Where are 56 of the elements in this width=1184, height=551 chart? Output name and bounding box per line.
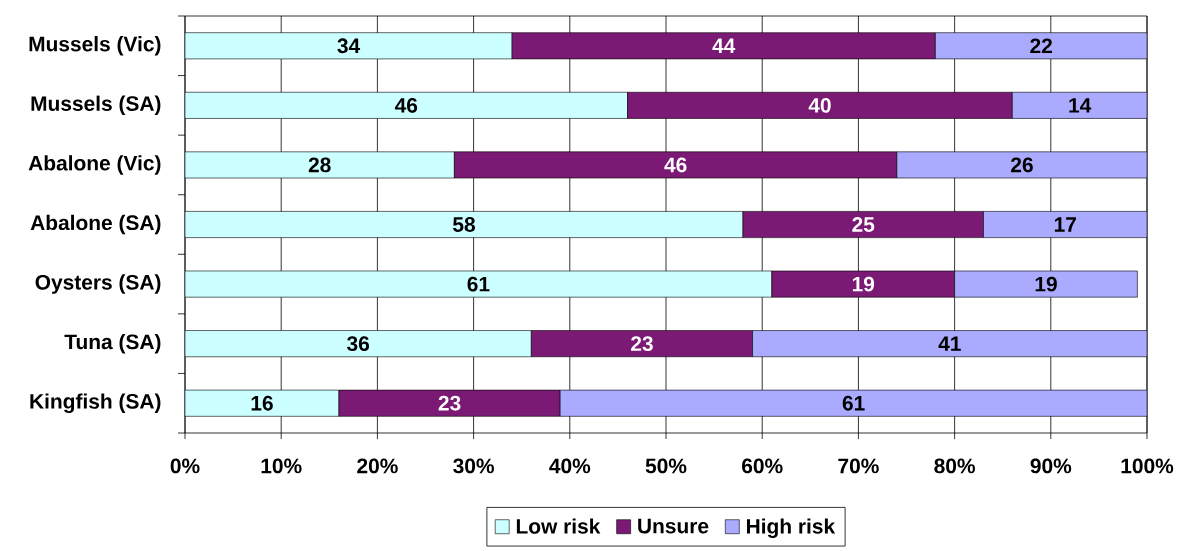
bar xyxy=(983,211,1148,238)
bar xyxy=(185,151,455,179)
bar xyxy=(1012,91,1148,119)
y-tick-label: Kingfish (SA) xyxy=(30,393,161,414)
legend-label: Unsure xyxy=(638,518,709,534)
y-tick-label: Mussels (SA) xyxy=(31,95,161,116)
x-tick-label: 0% xyxy=(170,458,200,474)
data-label: 25 xyxy=(852,217,875,232)
x-tick-label: 50% xyxy=(645,458,687,474)
data-label: 46 xyxy=(394,97,418,113)
data-label: 14 xyxy=(1069,98,1092,113)
x-tick-label: 40% xyxy=(549,458,591,474)
x-tick-label: 20% xyxy=(357,458,398,474)
data-label: 61 xyxy=(842,395,865,411)
data-label: 23 xyxy=(631,336,653,352)
x-tick-label: 30% xyxy=(453,458,494,474)
bar xyxy=(559,389,1148,417)
data-label: 28 xyxy=(308,157,331,173)
bar xyxy=(185,270,773,298)
y-tick-label: Oysters (SA) xyxy=(35,274,161,294)
bar xyxy=(752,330,1148,358)
bar xyxy=(954,270,1138,298)
data-label: 58 xyxy=(452,217,475,232)
y-tick-label: Tuna (SA) xyxy=(64,333,161,354)
x-tick-label: 100% xyxy=(1121,458,1174,474)
data-label: 19 xyxy=(1035,276,1057,292)
legend-label: High risk xyxy=(747,518,836,538)
data-label: 40 xyxy=(808,97,831,113)
bar xyxy=(896,151,1148,179)
data-label: 44 xyxy=(712,38,736,53)
bar xyxy=(185,32,513,60)
bar xyxy=(185,389,340,417)
y-tick-label: Mussels (Vic) xyxy=(29,36,161,56)
data-label: 16 xyxy=(251,395,273,411)
data-label: 19 xyxy=(852,276,875,292)
data-label: 17 xyxy=(1054,217,1076,232)
data-label: 23 xyxy=(438,395,461,411)
x-tick-label: 60% xyxy=(742,458,783,474)
bar xyxy=(185,211,744,238)
data-label: 46 xyxy=(664,157,687,173)
data-label: 36 xyxy=(347,336,370,352)
legend-label: Low risk xyxy=(516,518,601,534)
data-label: 22 xyxy=(1030,38,1052,54)
x-tick-label: 70% xyxy=(838,458,879,474)
data-label: 41 xyxy=(938,336,961,351)
bar xyxy=(185,91,628,119)
y-tick-label: Abalone (Vic) xyxy=(28,155,161,175)
bar xyxy=(935,32,1148,60)
x-tick-label: 90% xyxy=(1030,458,1072,474)
data-label: 34 xyxy=(337,38,361,54)
data-label: 61 xyxy=(467,276,490,292)
bar xyxy=(185,330,532,358)
x-tick-label: 10% xyxy=(261,458,302,474)
data-label: 26 xyxy=(1011,157,1033,173)
x-tick-label: 80% xyxy=(934,458,975,474)
y-tick-label: Abalone (SA) xyxy=(30,214,161,235)
